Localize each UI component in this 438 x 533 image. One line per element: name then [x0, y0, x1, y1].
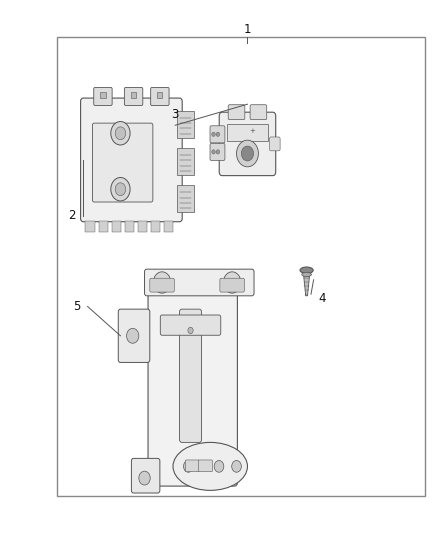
Circle shape — [212, 150, 215, 154]
FancyBboxPatch shape — [180, 309, 201, 442]
FancyBboxPatch shape — [219, 112, 276, 176]
Circle shape — [223, 272, 241, 293]
Bar — [85, 221, 95, 232]
Bar — [227, 124, 268, 141]
Bar — [112, 221, 121, 232]
Circle shape — [214, 461, 224, 472]
Bar — [125, 221, 134, 232]
FancyBboxPatch shape — [92, 123, 153, 202]
Circle shape — [127, 328, 139, 343]
Circle shape — [115, 183, 126, 196]
Circle shape — [237, 140, 258, 167]
Circle shape — [115, 127, 126, 140]
Circle shape — [232, 461, 241, 472]
FancyBboxPatch shape — [210, 126, 225, 143]
Text: 3: 3 — [172, 108, 179, 121]
Ellipse shape — [173, 442, 247, 490]
Bar — [157, 92, 162, 98]
Text: 4: 4 — [318, 292, 326, 305]
Circle shape — [111, 122, 130, 145]
Bar — [177, 148, 194, 175]
Circle shape — [241, 146, 254, 161]
Bar — [164, 221, 173, 232]
FancyBboxPatch shape — [151, 87, 169, 106]
Text: +: + — [249, 127, 255, 134]
FancyBboxPatch shape — [94, 87, 112, 106]
Bar — [131, 92, 136, 98]
FancyBboxPatch shape — [160, 315, 221, 335]
Bar — [99, 221, 108, 232]
FancyBboxPatch shape — [148, 276, 237, 486]
Circle shape — [212, 132, 215, 136]
Circle shape — [139, 471, 150, 485]
Text: 2: 2 — [68, 209, 76, 222]
Polygon shape — [304, 274, 310, 296]
Text: 5: 5 — [73, 300, 80, 313]
FancyBboxPatch shape — [118, 309, 150, 362]
Bar — [100, 92, 106, 98]
FancyBboxPatch shape — [210, 143, 225, 160]
Bar — [138, 221, 147, 232]
FancyBboxPatch shape — [220, 278, 244, 292]
Ellipse shape — [300, 267, 313, 273]
FancyBboxPatch shape — [150, 278, 174, 292]
Bar — [177, 111, 194, 138]
Bar — [151, 221, 160, 232]
Circle shape — [216, 132, 219, 136]
FancyBboxPatch shape — [228, 104, 245, 120]
FancyBboxPatch shape — [198, 460, 212, 472]
Circle shape — [216, 150, 219, 154]
Circle shape — [153, 272, 171, 293]
FancyBboxPatch shape — [269, 137, 280, 151]
Ellipse shape — [302, 272, 311, 277]
Bar — [177, 185, 194, 212]
FancyBboxPatch shape — [81, 98, 182, 222]
FancyBboxPatch shape — [131, 458, 160, 493]
Circle shape — [188, 327, 193, 334]
FancyBboxPatch shape — [185, 460, 199, 472]
Bar — [57, 37, 425, 496]
Circle shape — [184, 461, 193, 472]
Circle shape — [111, 177, 130, 201]
Text: 1: 1 — [244, 23, 251, 36]
FancyBboxPatch shape — [250, 104, 267, 120]
FancyBboxPatch shape — [145, 269, 254, 296]
FancyBboxPatch shape — [124, 87, 143, 106]
